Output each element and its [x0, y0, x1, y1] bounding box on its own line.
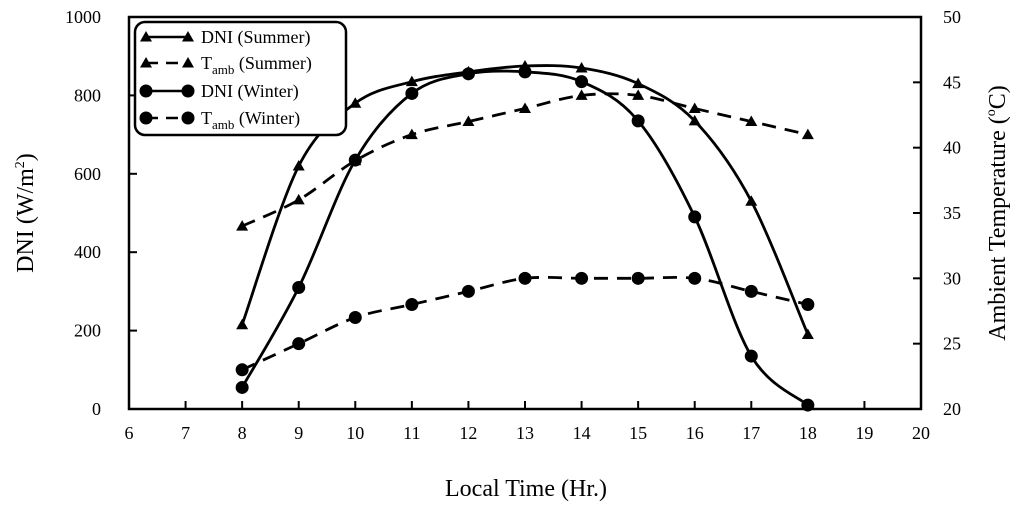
data-point-tamb-winter: [744, 284, 758, 298]
data-point-dni-summer: [688, 114, 701, 126]
x-tick-label: 14: [573, 423, 591, 443]
x-axis-title: Local Time (Hr.): [445, 476, 607, 502]
data-point-tamb-winter: [461, 284, 475, 298]
y-left-tick-label: 1000: [65, 7, 101, 27]
data-point-tamb-winter: [631, 271, 645, 285]
data-point-dni-winter: [461, 67, 475, 81]
data-point-tamb-winter: [405, 297, 419, 311]
x-tick-label: 11: [403, 423, 420, 443]
data-point-tamb-winter: [292, 337, 306, 351]
legend-label-tamb-summer: Tamb (Summer): [201, 53, 312, 77]
data-point-tamb-winter: [575, 271, 589, 285]
y-left-tick-label: 400: [74, 242, 101, 262]
x-tick-label: 6: [125, 423, 134, 443]
legend-box: [133, 20, 348, 137]
data-point-dni-winter: [405, 86, 419, 100]
legend-marker-tamb-summer: [140, 57, 152, 68]
x-tick-label: 9: [294, 423, 303, 443]
data-point-dni-summer: [801, 328, 814, 340]
x-tick-label: 10: [346, 423, 364, 443]
data-point-dni-summer: [632, 77, 645, 89]
data-point-tamb-summer: [519, 102, 531, 113]
y-left-title-close: ): [13, 153, 39, 161]
y-right-tick-label: 25: [943, 334, 961, 354]
data-point-tamb-winter: [801, 297, 815, 311]
legend-marker-dni-winter: [181, 84, 195, 98]
data-point-tamb-winter: [235, 363, 249, 377]
data-point-tamb-summer: [801, 128, 814, 140]
data-point-dni-winter: [744, 349, 758, 363]
data-point-dni-summer: [349, 97, 362, 108]
y-left-tick-label: 200: [74, 321, 101, 341]
y-left-axis-title: DNI (W/m2): [13, 153, 39, 273]
legend-marker-tamb-summer: [182, 57, 194, 68]
data-point-dni-winter: [575, 75, 589, 89]
legend: DNI (Summer) Tamb (Summer) DNI (Winter) Tam…: [133, 20, 348, 137]
data-point-tamb-summer: [632, 89, 645, 100]
data-point-dni-winter: [348, 153, 362, 167]
data-point-dni-summer: [405, 75, 418, 87]
y-left-tick-label: 600: [74, 164, 101, 184]
x-tick-label: 12: [459, 423, 477, 443]
data-point-dni-winter: [688, 210, 702, 224]
x-tick-label: 16: [686, 423, 704, 443]
y-right-tick-label: 50: [943, 7, 961, 27]
data-point-tamb-winter: [518, 271, 532, 285]
y-right-tick-label: 40: [943, 138, 961, 158]
y-right-tick-label: 35: [943, 203, 961, 223]
data-point-tamb-summer: [575, 89, 588, 100]
data-point-tamb-summer: [688, 102, 701, 113]
data-point-dni-winter: [292, 280, 306, 294]
svg-text:DNI (W/m2): DNI (W/m2): [13, 153, 39, 273]
legend-label-dni-winter: DNI (Winter): [201, 81, 299, 102]
legend-label-dni-summer: DNI (Summer): [201, 27, 310, 48]
legend-marker-tamb-winter: [139, 111, 153, 125]
y-right-title-degree: o: [984, 109, 999, 116]
data-point-dni-winter: [235, 380, 249, 394]
data-point-tamb-summer: [292, 193, 305, 205]
series-line-tamb-winter: [241, 275, 809, 372]
data-point-dni-summer: [575, 61, 588, 73]
legend-marker-dni-summer: [182, 31, 194, 42]
y-left-title-sup: 2: [13, 161, 28, 168]
data-point-dni-winter: [518, 65, 532, 79]
x-tick-label: 20: [912, 423, 930, 443]
y-left-tick-label: 800: [74, 85, 101, 105]
data-point-dni-summer: [236, 318, 249, 330]
y-left-tick-label: 0: [92, 399, 101, 419]
y-right-tick-label: 45: [943, 72, 961, 92]
data-point-tamb-summer: [405, 128, 418, 140]
y-right-axis-title: Ambient Temperature (oC): [984, 85, 1011, 340]
data-point-tamb-summer: [745, 115, 758, 127]
x-tick-label: 13: [516, 423, 534, 443]
x-tick-label: 7: [181, 423, 190, 443]
data-point-tamb-summer: [462, 115, 475, 127]
legend-marker-dni-summer: [140, 31, 152, 42]
x-tick-label: 15: [629, 423, 647, 443]
legend-marker-tamb-winter: [181, 111, 195, 125]
data-point-dni-summer: [292, 159, 305, 171]
data-point-tamb-summer: [236, 220, 249, 231]
y-left-title-text: DNI (W/m: [13, 168, 39, 273]
y-right-title-text: Ambient Temperature (: [985, 116, 1011, 340]
data-point-dni-winter: [801, 398, 815, 412]
x-tick-label: 8: [238, 423, 247, 443]
legend-label-tamb-winter: Tamb (Winter): [201, 108, 300, 132]
data-point-tamb-winter: [348, 311, 362, 325]
y-right-title-unit: C): [985, 85, 1011, 109]
data-point-dni-summer: [745, 195, 758, 206]
data-point-tamb-winter: [688, 271, 702, 285]
y-right-tick-label: 20: [943, 399, 961, 419]
data-point-dni-winter: [631, 114, 645, 128]
y-right-tick-label: 30: [943, 268, 961, 288]
svg-text:Ambient Temperature (oC): Ambient Temperature (oC): [984, 85, 1011, 340]
x-tick-label: 17: [742, 423, 760, 443]
x-tick-label: 19: [855, 423, 873, 443]
legend-marker-dni-winter: [139, 84, 153, 98]
x-tick-label: 18: [799, 423, 817, 443]
